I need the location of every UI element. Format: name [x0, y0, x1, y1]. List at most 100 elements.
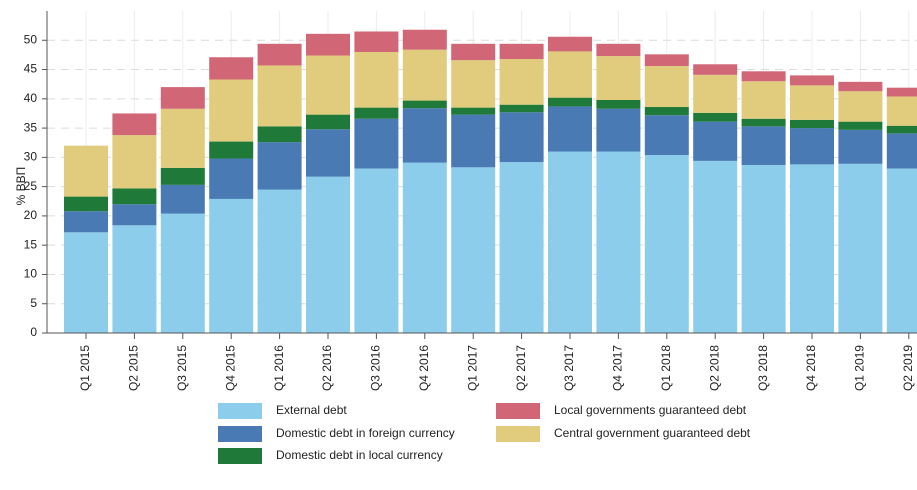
bar-segment [451, 167, 496, 333]
bar-segment [402, 162, 447, 333]
bar-segment [790, 164, 834, 333]
bar-segment [209, 198, 254, 333]
x-tick-label: Q3 2018 [756, 345, 770, 391]
x-tick-label: Q1 2018 [659, 345, 673, 391]
y-tick-label: 5 [30, 296, 37, 310]
y-tick-label: 10 [24, 267, 38, 281]
bar-segment [402, 100, 447, 109]
bar-segment [838, 129, 883, 164]
bar-segment [354, 168, 399, 333]
y-tick-label: 35 [24, 120, 38, 134]
bar-segment [838, 121, 883, 130]
bar-segment [402, 49, 447, 101]
legend-label: Local governments guaranteed debt [554, 403, 747, 417]
x-tick-label: Q3 2017 [562, 345, 576, 391]
y-axis-label: % ВВП [14, 167, 28, 206]
bar-segment [402, 108, 447, 163]
bar-segment [741, 118, 786, 127]
bar-segment [402, 29, 447, 50]
y-tick-label: 50 [24, 32, 38, 46]
bar-segment [838, 163, 883, 333]
bar-segment [306, 176, 350, 333]
x-tick-label: Q4 2018 [804, 345, 818, 391]
bar-segment [160, 108, 205, 168]
bar-segment [693, 112, 738, 122]
legend-label: Domestic debt in foreign currency [276, 426, 455, 440]
bar-segment [354, 31, 399, 52]
bar-segment [693, 160, 738, 333]
bar-segment [499, 43, 544, 60]
bar-segment [112, 135, 157, 189]
bar-segment [596, 151, 641, 333]
y-tick-label: 20 [24, 208, 38, 222]
bar-segment [209, 57, 254, 80]
x-tick-label: Q2 2019 [901, 345, 915, 391]
y-tick-label: 15 [24, 237, 38, 251]
legend-swatch [218, 426, 262, 442]
bar-segment [596, 108, 641, 152]
bar-segment [160, 87, 205, 109]
bar-segment [886, 125, 917, 134]
bar-segment [499, 112, 544, 163]
bar-segment [548, 36, 592, 52]
bar-segment [886, 168, 917, 333]
x-tick-label: Q1 2019 [853, 345, 867, 391]
x-tick-label: Q1 2015 [78, 345, 92, 391]
bar-segment [257, 65, 302, 127]
x-tick-label: Q4 2016 [417, 345, 431, 391]
bar-segment [160, 213, 205, 333]
bar-segment [790, 128, 834, 165]
bar-segment [886, 133, 917, 169]
bar-segment [209, 158, 254, 199]
bar-segment [644, 66, 689, 108]
bar-segment [112, 188, 157, 205]
bar-segment [499, 59, 544, 105]
bar-segment [886, 87, 917, 97]
bar-segment [499, 162, 544, 333]
bar-segment [257, 189, 302, 333]
bar-segment [596, 99, 641, 109]
bar-segment [644, 54, 689, 67]
bar-segment [64, 145, 108, 197]
bar-segment [790, 85, 834, 120]
x-tick-label: Q3 2015 [175, 345, 189, 391]
bar-segment [644, 107, 689, 116]
bar-segment [693, 64, 738, 75]
bar-segment [838, 81, 883, 92]
x-tick-label: Q3 2016 [369, 345, 383, 391]
bar-segment [838, 91, 883, 122]
legend-swatch [218, 448, 262, 464]
legend-label: Central government guaranteed debt [554, 426, 751, 440]
y-tick-label: 0 [30, 325, 37, 339]
x-tick-label: Q4 2015 [223, 345, 237, 391]
x-tick-label: Q1 2017 [465, 345, 479, 391]
bar-segment [306, 33, 350, 56]
y-tick-label: 25 [24, 179, 38, 193]
x-tick-label: Q2 2017 [514, 345, 528, 391]
bar-segment [209, 79, 254, 142]
y-tick-label: 40 [24, 91, 38, 105]
bar-segment [548, 51, 592, 98]
bar-segment [741, 164, 786, 333]
bar-segment [644, 115, 689, 156]
bar-segment [548, 97, 592, 107]
bar-segment [209, 141, 254, 159]
bar-segment [693, 121, 738, 161]
bar-segment [548, 106, 592, 152]
bar-segment [112, 113, 157, 136]
bar-segment [354, 51, 399, 108]
bar-segment [596, 43, 641, 57]
bar-segment [257, 142, 302, 190]
bar-segment [790, 119, 834, 129]
bar-segment [741, 126, 786, 165]
bar-segment [64, 211, 108, 233]
bar-segment [160, 167, 205, 185]
bar-segment [112, 204, 157, 226]
bar-segment [693, 74, 738, 113]
bar-segment [257, 126, 302, 143]
bar-segment [306, 129, 350, 177]
x-tick-label: Q1 2016 [272, 345, 286, 391]
bar-segment [354, 107, 399, 119]
bar-segment [790, 75, 834, 86]
